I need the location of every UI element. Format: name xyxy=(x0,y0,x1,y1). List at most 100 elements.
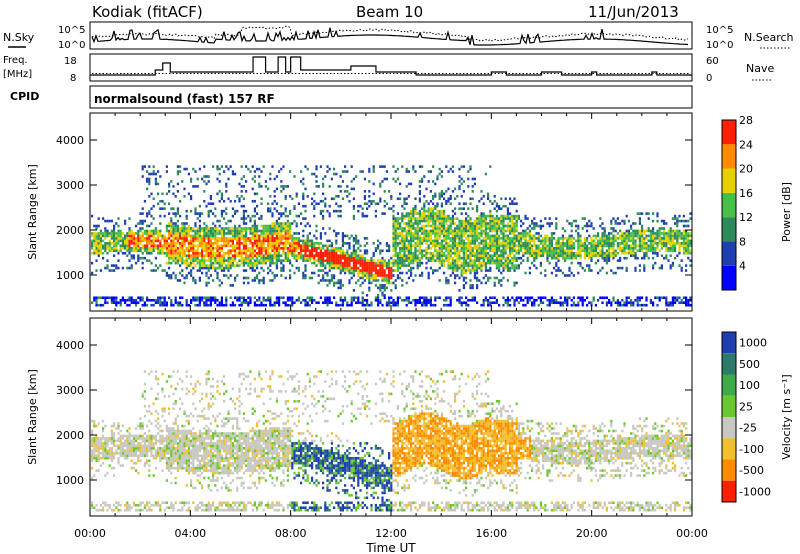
heat-cell xyxy=(216,229,219,233)
heat-cell xyxy=(104,249,107,253)
heat-cell xyxy=(220,234,223,238)
heat-cell xyxy=(319,209,322,213)
heat-cell xyxy=(416,227,419,230)
heat-cell xyxy=(135,244,138,248)
heat-cell xyxy=(561,249,564,253)
heat-cell xyxy=(652,303,655,307)
heat-cell xyxy=(432,197,435,201)
heat-cell xyxy=(447,266,450,270)
heat-cell xyxy=(271,256,274,260)
heat-cell xyxy=(482,298,485,302)
heat-cell xyxy=(240,217,243,220)
heat-cell xyxy=(128,296,131,300)
heat-cell xyxy=(339,296,342,300)
heat-cell xyxy=(262,242,265,245)
heat-cell xyxy=(489,224,492,228)
heat-cell xyxy=(425,214,428,218)
heat-cell xyxy=(198,279,201,282)
heat-cell xyxy=(245,261,248,265)
heat-cell xyxy=(302,246,305,250)
heat-cell xyxy=(471,227,474,230)
heat-cell xyxy=(159,239,162,243)
heat-cell xyxy=(423,298,426,302)
heat-cell xyxy=(165,249,168,253)
heat-cell xyxy=(304,187,307,191)
heat-cell xyxy=(361,274,364,277)
heat-cell xyxy=(207,227,210,230)
heat-cell xyxy=(227,261,230,265)
heat-cell xyxy=(566,296,569,300)
heat-cell xyxy=(603,251,606,255)
heat-cell xyxy=(344,234,347,238)
heat-cell xyxy=(249,259,252,262)
heat-cell xyxy=(192,256,195,260)
heat-cell xyxy=(427,271,430,275)
heat-cell xyxy=(286,256,289,260)
heat-cell xyxy=(480,217,483,220)
heat-cell xyxy=(440,259,443,262)
heat-cell xyxy=(480,269,483,272)
heat-cell xyxy=(95,249,98,253)
heat-cell xyxy=(273,261,276,265)
heat-cell xyxy=(407,229,410,233)
heat-cell xyxy=(170,256,173,260)
heat-cell xyxy=(555,217,558,220)
heat-cell xyxy=(412,227,415,230)
heat-cell xyxy=(460,266,463,270)
heat-cell xyxy=(306,246,309,250)
heat-cell xyxy=(524,271,527,275)
heat-cell xyxy=(432,269,435,272)
heat-cell xyxy=(467,185,470,188)
heat-cell xyxy=(229,219,232,223)
heat-cell xyxy=(374,246,377,250)
heat-cell xyxy=(258,281,261,285)
heat-cell xyxy=(509,227,512,230)
heat-cell xyxy=(627,301,630,305)
heat-cell xyxy=(495,276,498,280)
heat-cell xyxy=(429,190,432,193)
heat-cell xyxy=(460,237,463,240)
heat-cell xyxy=(537,254,540,257)
heat-cell xyxy=(432,242,435,245)
heat-cell xyxy=(407,269,410,272)
heat-cell xyxy=(610,269,613,272)
heat-cell xyxy=(328,185,331,188)
heat-cell xyxy=(205,249,208,253)
heat-cell xyxy=(269,298,272,302)
heat-cell xyxy=(282,244,285,248)
heat-cell xyxy=(572,296,575,300)
heat-cell xyxy=(350,165,353,168)
heat-cell xyxy=(253,227,256,230)
heat-cell xyxy=(572,301,575,305)
heat-cell xyxy=(473,219,476,223)
heat-cell xyxy=(176,234,179,238)
heat-cell xyxy=(117,301,120,305)
heat-cell xyxy=(194,224,197,228)
heat-cell xyxy=(205,303,208,307)
heat-cell xyxy=(616,251,619,255)
heat-cell xyxy=(110,296,113,300)
heat-cell xyxy=(575,219,578,223)
heat-cell xyxy=(429,234,432,238)
heat-cell xyxy=(357,246,360,250)
heat-cell xyxy=(348,259,351,262)
heat-cell xyxy=(262,276,265,280)
heat-cell xyxy=(449,227,452,230)
heat-cell xyxy=(247,249,250,253)
heat-cell xyxy=(97,217,100,220)
heat-cell xyxy=(537,303,540,307)
heat-cell xyxy=(467,222,470,225)
heat-cell xyxy=(348,279,351,282)
heat-cell xyxy=(185,237,188,240)
heat-cell xyxy=(124,239,127,243)
heat-cell xyxy=(339,266,342,270)
heat-cell xyxy=(205,227,208,230)
heat-cell xyxy=(355,256,358,260)
heat-cell xyxy=(170,246,173,250)
heat-cell xyxy=(566,298,569,302)
heat-cell xyxy=(366,259,369,262)
heat-cell xyxy=(454,217,457,220)
heat-cell xyxy=(566,256,569,260)
heat-cell xyxy=(511,214,514,218)
heat-cell xyxy=(465,251,468,255)
